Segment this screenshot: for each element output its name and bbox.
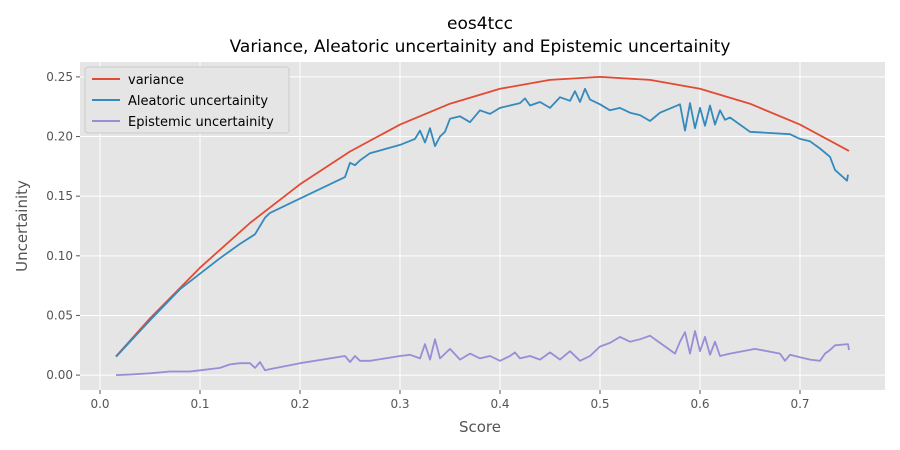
x-tick-label: 0.1 (190, 397, 209, 411)
y-tick-label: 0.10 (46, 249, 73, 263)
y-tick-label: 0.05 (46, 308, 73, 322)
x-tick-label: 0.3 (390, 397, 409, 411)
x-tick-label: 0.4 (490, 397, 509, 411)
legend-label-variance: variance (128, 73, 184, 88)
y-tick-label: 0.20 (46, 130, 73, 144)
x-tick-label: 0.6 (690, 397, 709, 411)
series-line-0 (115, 76, 850, 358)
y-tick-label: 0.25 (46, 70, 73, 84)
y-axis-label: Uncertainity (13, 180, 31, 272)
legend-label-epistemic: Epistemic uncertainity (128, 115, 274, 130)
x-tick-label: 0.5 (590, 397, 609, 411)
x-axis-ticks: 0.0 0.1 0.2 0.3 0.4 0.5 0.6 0.7 (90, 390, 810, 411)
y-axis-ticks: 0.00 0.05 0.10 0.15 0.20 0.25 (46, 70, 80, 382)
y-tick-label: 0.15 (46, 189, 73, 203)
x-tick-label: 0.0 (90, 397, 109, 411)
chart-title: eos4tcc (447, 14, 513, 34)
y-tick-label: 0.00 (46, 368, 73, 382)
series-layer (115, 76, 850, 376)
series-line-1 (115, 87, 849, 358)
chart-subtitle: Variance, Aleatoric uncertainity and Epi… (230, 37, 731, 57)
x-tick-label: 0.7 (790, 397, 809, 411)
legend-box (84, 66, 290, 134)
legend-label-aleatoric: Aleatoric uncertainity (128, 94, 268, 109)
legend: variance Aleatoric uncertainity Epistemi… (84, 66, 290, 134)
x-axis-label: Score (459, 418, 501, 436)
series-line-2 (115, 330, 850, 376)
x-tick-label: 0.2 (290, 397, 309, 411)
